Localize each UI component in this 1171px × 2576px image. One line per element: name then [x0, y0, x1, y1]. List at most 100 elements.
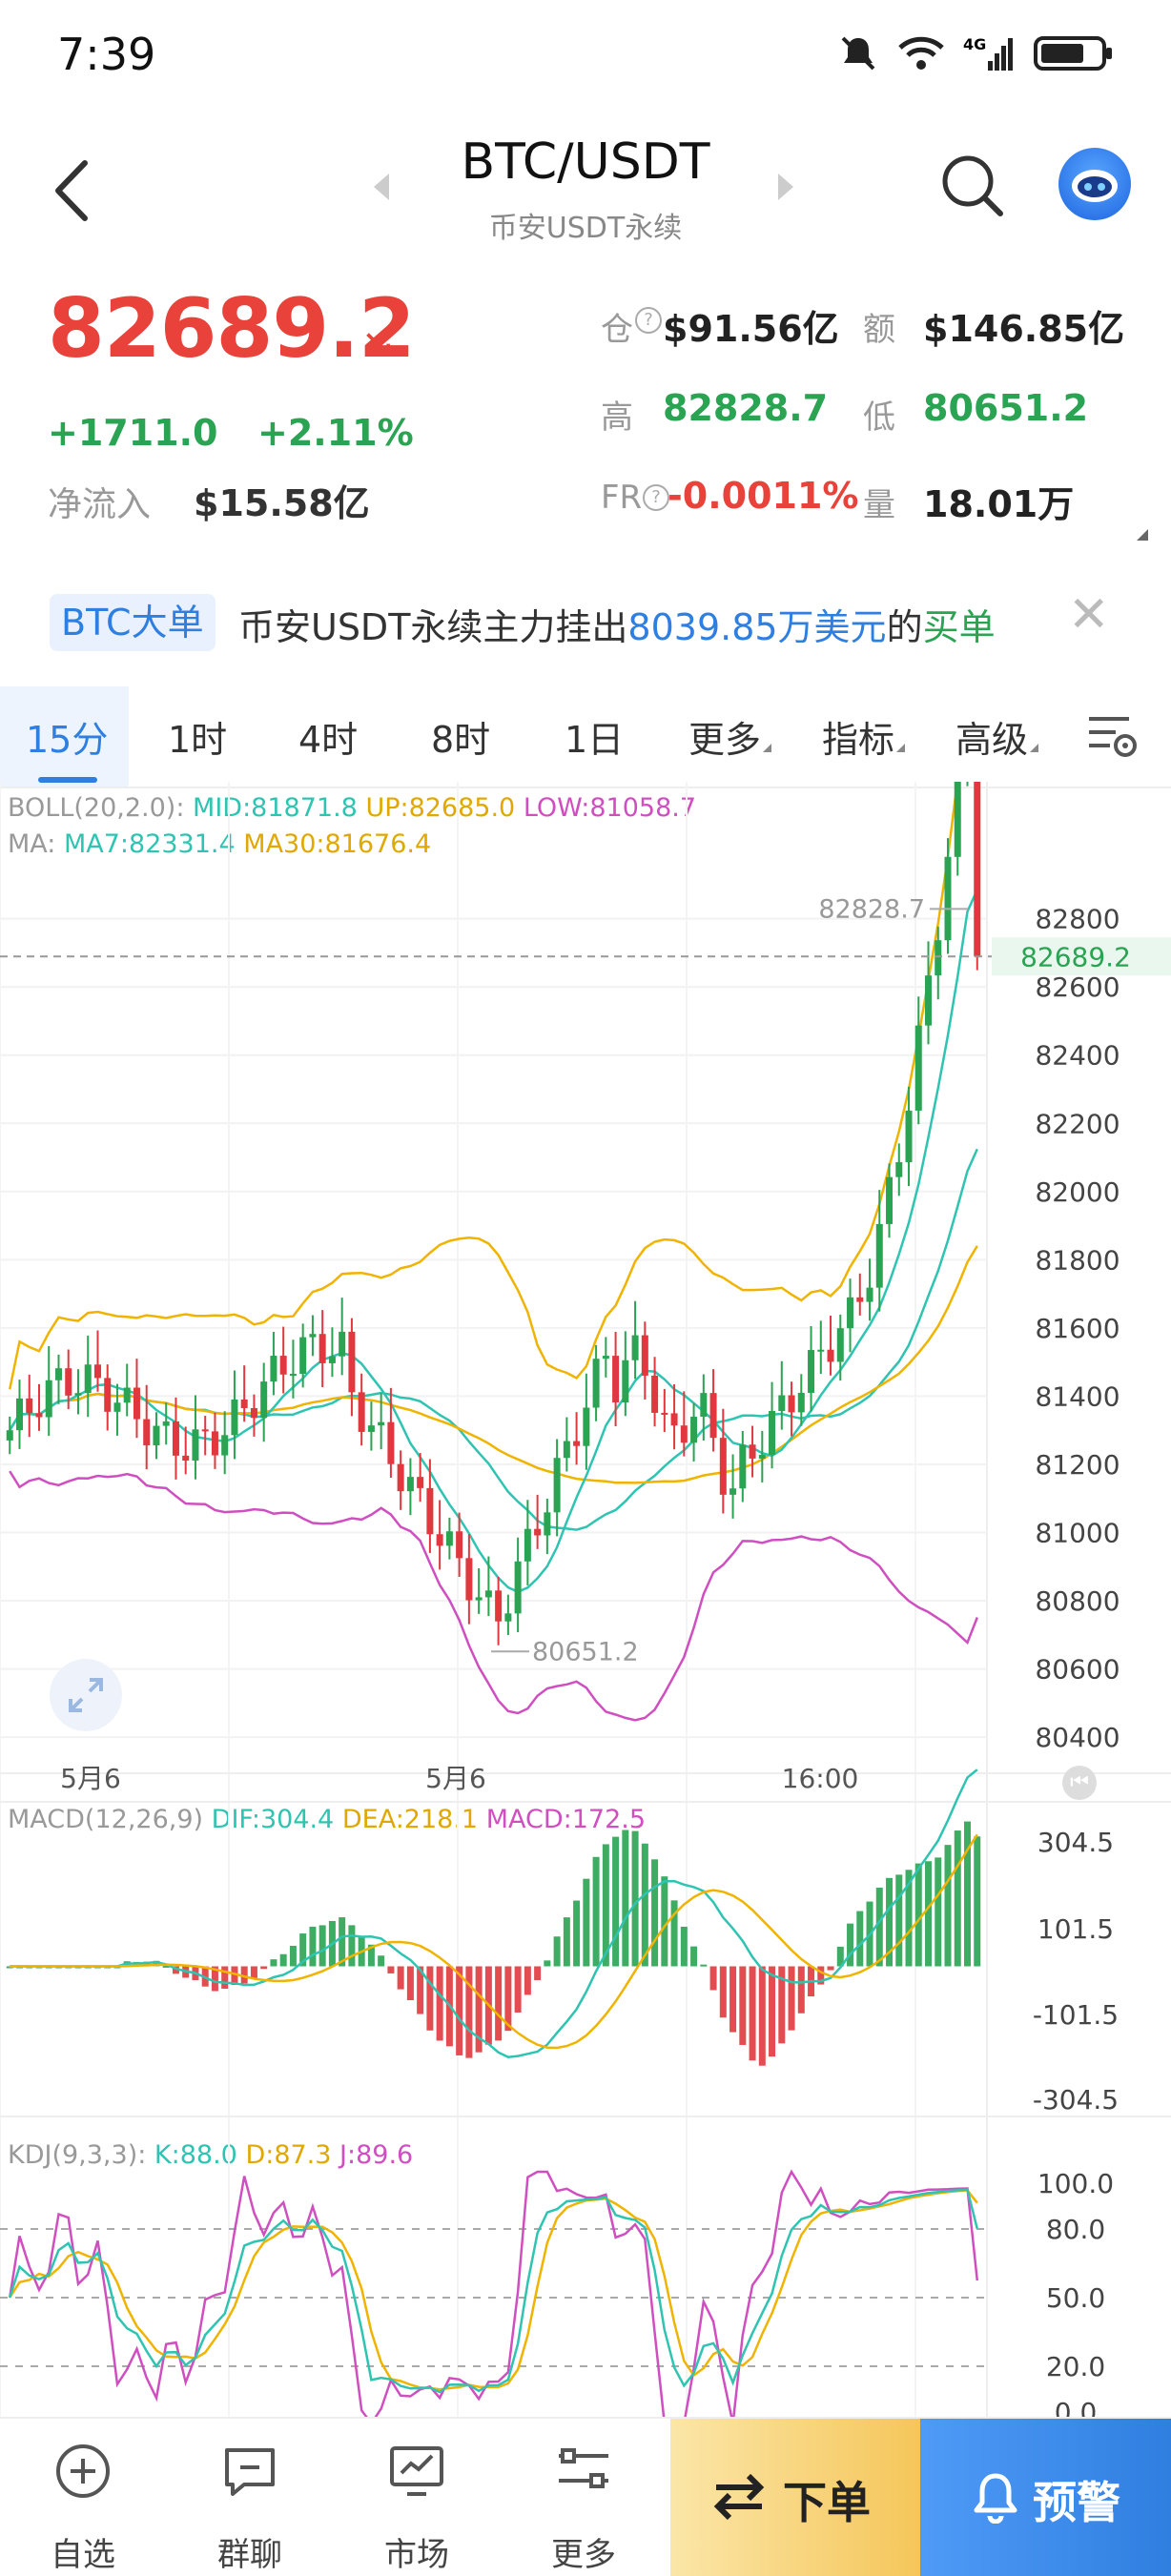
nav-more[interactable]: 更多 [503, 2419, 665, 2576]
candle-body [15, 1398, 23, 1431]
macd-bar [661, 1876, 668, 1967]
macd-bar [231, 1966, 238, 1986]
amount-label: 额 [863, 311, 895, 349]
low-value: 80651.2 [923, 387, 1089, 429]
amount-value: $146.85亿 [923, 308, 1125, 350]
macd-bar [289, 1945, 297, 1967]
tab-8h[interactable]: 8时 [431, 719, 491, 761]
tab-1d[interactable]: 1日 [565, 719, 625, 761]
macd-bar [847, 1923, 854, 1967]
candle-body [231, 1399, 238, 1436]
pair-title[interactable]: BTC/USDT [461, 133, 710, 191]
bell-icon [974, 2473, 1017, 2524]
y-tick-label: 80400 [1035, 1722, 1120, 1753]
candle-body [758, 1454, 766, 1459]
candle-body [445, 1531, 453, 1546]
candle-body [143, 1419, 151, 1446]
macd-bar [250, 1966, 257, 1979]
macd-bar [935, 1857, 942, 1967]
tab-advanced[interactable]: 高级 [955, 710, 1039, 763]
macd-dif-line [10, 1768, 978, 2058]
order-button[interactable]: 下单 [670, 2419, 920, 2576]
candle-body [729, 1488, 737, 1495]
macd-bar [367, 1944, 375, 1967]
large-order-banner[interactable]: BTC大单 币安USDT永续主力挂出8039.85万美元的买单 ✕ [0, 586, 1171, 663]
ma-legend: MA: MA7:82331.4 MA30:81676.4 [8, 829, 431, 859]
timeframe-tabs: 15分 1时 4时 8时 1日 更多 指标 高级 [0, 686, 1171, 788]
candle-body [602, 1356, 609, 1360]
candle-body [553, 1458, 561, 1513]
candle-body [895, 1162, 903, 1177]
candle-body [484, 1590, 492, 1598]
x-tick-label: 5月6 [60, 1763, 121, 1794]
banner-amount: 8039.85万美元 [627, 606, 887, 648]
last-price-label: 82689.2 [1020, 941, 1131, 972]
macd-bar [886, 1877, 894, 1967]
candle-body [35, 1413, 43, 1418]
macd-bar [495, 1966, 503, 2041]
candle-body [690, 1417, 698, 1443]
candle-body [162, 1421, 170, 1426]
tab-15m[interactable]: 15分 [26, 719, 109, 761]
down-arrow-icon: ↘ [360, 319, 396, 368]
search-icon[interactable] [939, 153, 1006, 219]
macd-bar [700, 1964, 708, 1967]
next-pair-icon[interactable] [778, 174, 793, 200]
tab-more-label: 更多 [688, 719, 762, 761]
candle-body [622, 1360, 629, 1403]
close-icon[interactable]: ✕ [1068, 586, 1110, 644]
help-icon[interactable]: ? [635, 307, 662, 334]
tab-4h[interactable]: 4时 [298, 719, 359, 761]
candle-body [348, 1331, 356, 1393]
high-marker-label: 82828.7 [818, 894, 925, 924]
macd-bar [709, 1966, 717, 1991]
macd-bar [544, 1960, 551, 1967]
fullscreen-icon[interactable] [50, 1659, 122, 1731]
fr-help-icon[interactable]: ? [643, 484, 669, 511]
oi-value: $91.56亿 [663, 308, 839, 350]
kdj-legend: KDJ(9,3,3): K:88.0 D:87.3 J:89.6 [8, 2140, 413, 2170]
macd-bar [465, 1966, 473, 2058]
kdj-k-line [9, 2188, 979, 2394]
candle-body [172, 1421, 179, 1456]
macd-bar [954, 1830, 961, 1967]
candle-body [201, 1429, 209, 1432]
chart-settings-icon[interactable] [1087, 713, 1140, 761]
last-price-tag [992, 937, 1171, 976]
candle-body [93, 1364, 101, 1379]
jump-latest-icon[interactable]: ⏮ [1062, 1766, 1097, 1800]
alert-button[interactable]: 预警 [920, 2419, 1171, 2576]
back-arrow-icon[interactable] [52, 157, 91, 224]
boll-up: UP:82685.0 [365, 793, 516, 823]
candle-body [563, 1441, 570, 1459]
nav-chat[interactable]: 群聊 [169, 2419, 331, 2576]
macd-bar [670, 1900, 678, 1967]
prev-pair-icon[interactable] [374, 174, 389, 200]
header: BTC/USDT 币安USDT永续 [0, 124, 1171, 257]
robot-avatar[interactable] [1058, 148, 1131, 220]
y-tick-label: 82800 [1035, 904, 1120, 935]
macd-bar [788, 1966, 795, 2031]
tab-indicators[interactable]: 指标 [822, 710, 906, 763]
tab-underline [38, 777, 97, 783]
status-time: 7:39 [57, 29, 156, 80]
tab-1h[interactable]: 1时 [168, 719, 228, 761]
macd-bar [211, 1966, 218, 1992]
kline-chart[interactable]: 82800 82600 82400 82200 82000 81800 81600 81400… [0, 782, 1171, 2422]
nav-watchlist[interactable]: 自选 [2, 2419, 164, 2576]
market-icon [390, 2446, 443, 2496]
y-tick-label: 80600 [1035, 1654, 1120, 1686]
candle-body [974, 782, 981, 957]
candle-body [592, 1359, 600, 1408]
tab-more[interactable]: 更多 [688, 710, 772, 763]
netflow-value: $15.58亿 [194, 482, 370, 524]
nav-market[interactable]: 市场 [336, 2419, 498, 2576]
expand-corner-icon[interactable] [1137, 529, 1148, 541]
low-marker-label: 80651.2 [532, 1637, 639, 1666]
candle-body [719, 1438, 727, 1495]
macd-bar [162, 1965, 170, 1968]
macd-bar [836, 1946, 844, 1967]
macd-bar [631, 1830, 639, 1967]
nav-chat-label: 群聊 [217, 2536, 282, 2574]
candle-body [378, 1421, 385, 1426]
